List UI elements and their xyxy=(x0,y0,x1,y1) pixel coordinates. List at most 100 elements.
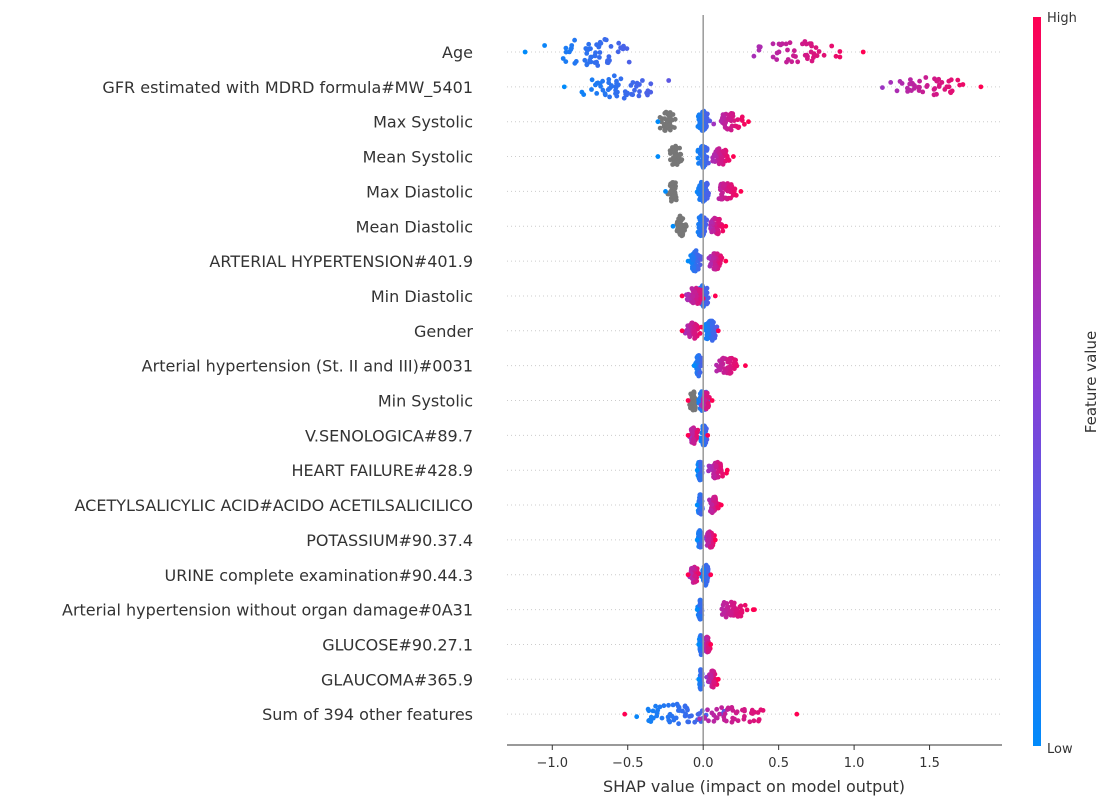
data-point xyxy=(705,394,710,399)
data-point xyxy=(709,318,715,324)
data-point xyxy=(787,40,793,46)
data-point xyxy=(634,80,640,86)
data-point xyxy=(698,363,703,369)
data-point xyxy=(704,182,710,188)
data-point xyxy=(684,292,689,298)
data-point xyxy=(708,572,714,578)
data-point xyxy=(703,582,708,588)
data-point xyxy=(718,461,723,467)
data-point xyxy=(718,160,724,166)
data-point xyxy=(698,601,704,606)
data-point xyxy=(670,112,676,117)
data-point xyxy=(721,609,727,615)
feature-label: V.SENOLOGICA#89.7 xyxy=(305,426,473,445)
data-point xyxy=(584,62,590,68)
colorbar-low-label: Low xyxy=(1047,742,1073,757)
data-point xyxy=(923,75,929,80)
data-point xyxy=(675,703,681,709)
data-point xyxy=(695,357,701,362)
x-tick-label: −1.0 xyxy=(536,756,568,771)
data-point xyxy=(731,154,736,159)
data-point xyxy=(931,92,937,98)
data-point xyxy=(808,41,814,46)
data-point xyxy=(808,49,814,55)
data-point xyxy=(719,196,724,202)
data-point xyxy=(717,260,723,266)
data-point xyxy=(626,59,632,65)
data-point xyxy=(669,198,674,204)
data-point xyxy=(860,49,866,55)
data-point xyxy=(697,473,703,478)
data-point xyxy=(640,78,645,83)
data-point xyxy=(789,59,795,65)
data-point xyxy=(735,614,741,619)
data-point xyxy=(692,573,698,579)
data-point xyxy=(837,54,843,60)
data-point xyxy=(602,91,608,97)
data-point xyxy=(636,93,642,99)
data-point xyxy=(932,86,938,91)
data-point xyxy=(733,192,739,198)
data-point xyxy=(720,356,725,362)
data-point xyxy=(691,363,697,369)
data-point xyxy=(917,78,922,84)
data-point xyxy=(727,184,732,190)
data-point xyxy=(724,467,730,473)
data-point xyxy=(663,189,668,194)
data-point xyxy=(679,328,685,334)
data-point xyxy=(695,155,701,161)
data-point xyxy=(679,293,685,299)
data-point xyxy=(685,398,691,403)
data-point xyxy=(697,370,703,375)
data-point xyxy=(719,223,725,229)
data-point xyxy=(690,254,696,260)
data-point xyxy=(594,59,599,65)
data-point xyxy=(739,118,745,123)
data-point xyxy=(706,532,712,537)
data-point xyxy=(746,119,751,125)
data-point xyxy=(735,117,741,123)
data-point xyxy=(611,73,617,79)
data-point xyxy=(709,398,715,403)
data-point xyxy=(589,77,595,83)
data-point xyxy=(730,708,736,713)
data-point xyxy=(693,248,699,254)
data-point xyxy=(669,180,675,186)
data-point xyxy=(673,197,679,203)
data-point xyxy=(704,300,710,306)
data-point xyxy=(704,575,709,581)
data-point xyxy=(905,85,910,91)
data-point xyxy=(592,53,598,58)
data-point xyxy=(677,151,683,157)
data-point xyxy=(561,84,567,90)
data-point xyxy=(944,84,950,90)
data-point xyxy=(795,59,801,65)
data-point xyxy=(726,356,732,362)
data-point xyxy=(731,604,736,610)
data-point xyxy=(696,112,702,118)
data-point xyxy=(667,719,673,725)
data-point xyxy=(732,357,737,363)
data-point xyxy=(783,41,789,47)
data-point xyxy=(704,190,710,196)
data-point xyxy=(692,330,698,336)
data-point xyxy=(711,331,716,336)
data-point xyxy=(697,711,702,716)
data-point xyxy=(713,463,719,469)
data-point xyxy=(589,87,594,92)
data-point xyxy=(648,81,654,87)
data-point xyxy=(697,223,702,229)
data-point xyxy=(685,572,691,578)
data-point xyxy=(697,716,703,722)
data-point xyxy=(618,76,624,82)
feature-label: Min Systolic xyxy=(378,392,473,411)
data-point xyxy=(605,60,611,66)
x-axis: −1.0 −0.5 0.0 0.5 1.0 1.5 xyxy=(507,744,1002,771)
data-point xyxy=(720,228,726,234)
data-point xyxy=(689,565,695,571)
data-point xyxy=(711,494,717,500)
feature-label: Max Diastolic xyxy=(366,182,473,201)
data-point xyxy=(690,394,695,399)
data-point xyxy=(696,642,702,647)
data-point xyxy=(715,328,721,334)
